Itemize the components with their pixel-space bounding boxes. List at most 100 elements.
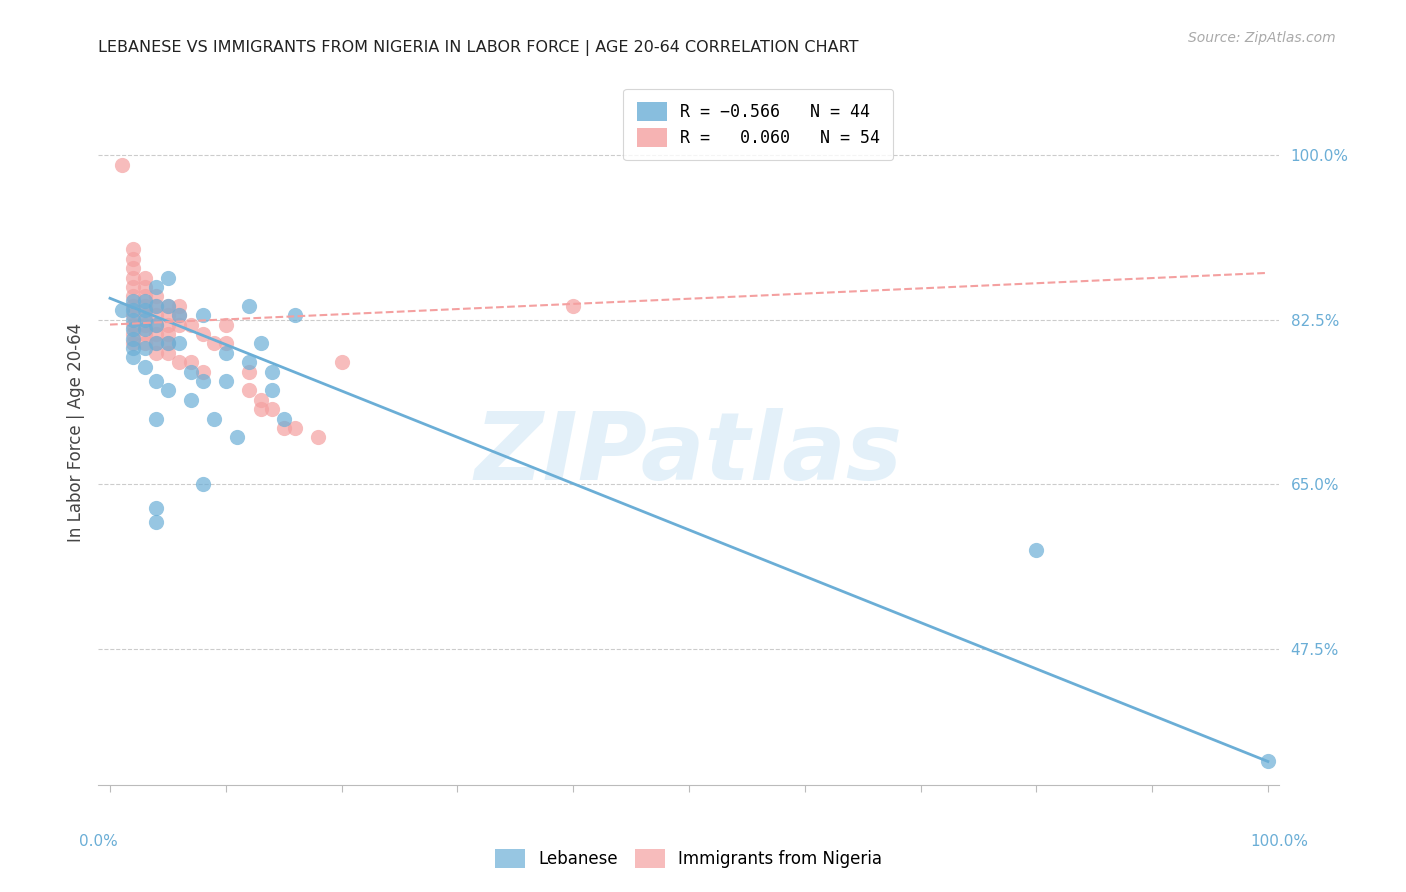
Point [202, 336, 225, 351]
Point [215, 374, 238, 388]
Point [156, 326, 179, 341]
Point [191, 374, 214, 388]
Point [215, 318, 238, 332]
Point [134, 336, 156, 351]
Point [145, 345, 167, 359]
Point [262, 384, 284, 398]
Point [562, 299, 585, 313]
Point [145, 280, 167, 294]
Point [122, 332, 145, 346]
Point [122, 252, 145, 266]
Text: Source: ZipAtlas.com: Source: ZipAtlas.com [1188, 31, 1336, 45]
Point [215, 336, 238, 351]
Point [238, 299, 260, 313]
Point [122, 289, 145, 303]
Point [122, 270, 145, 285]
Point [122, 308, 145, 322]
Point [169, 308, 191, 322]
Point [180, 392, 202, 407]
Text: ZIPatlas: ZIPatlas [475, 408, 903, 500]
Point [134, 322, 156, 336]
Point [122, 341, 145, 355]
Point [122, 294, 145, 309]
Point [249, 392, 271, 407]
Point [122, 351, 145, 365]
Point [169, 336, 191, 351]
Point [134, 326, 156, 341]
Point [134, 341, 156, 355]
Point [145, 326, 167, 341]
Point [191, 477, 214, 491]
Point [180, 355, 202, 369]
Point [226, 430, 249, 444]
Point [134, 318, 156, 332]
Point [249, 402, 271, 417]
Point [122, 243, 145, 257]
Point [145, 308, 167, 322]
Text: LEBANESE VS IMMIGRANTS FROM NIGERIA IN LABOR FORCE | AGE 20-64 CORRELATION CHART: LEBANESE VS IMMIGRANTS FROM NIGERIA IN L… [98, 40, 859, 56]
Point [156, 299, 179, 313]
Point [122, 261, 145, 276]
Point [284, 421, 307, 435]
Point [145, 299, 167, 313]
Point [180, 365, 202, 379]
Text: 100.0%: 100.0% [1250, 834, 1309, 849]
Point [134, 308, 156, 322]
Point [122, 326, 145, 341]
Point [134, 359, 156, 374]
Point [238, 384, 260, 398]
Point [262, 402, 284, 417]
Point [191, 326, 214, 341]
Point [145, 299, 167, 313]
Point [191, 308, 214, 322]
Y-axis label: In Labor Force | Age 20-64: In Labor Force | Age 20-64 [66, 323, 84, 542]
Point [156, 299, 179, 313]
Point [122, 299, 145, 313]
Legend: R = −0.566   N = 44, R =   0.060   N = 54: R = −0.566 N = 44, R = 0.060 N = 54 [623, 88, 893, 161]
Point [191, 365, 214, 379]
Point [1025, 543, 1047, 558]
Point [122, 313, 145, 327]
Point [134, 270, 156, 285]
Point [238, 365, 260, 379]
Point [156, 336, 179, 351]
Point [215, 345, 238, 359]
Point [134, 289, 156, 303]
Point [134, 299, 156, 313]
Point [156, 384, 179, 398]
Point [122, 322, 145, 336]
Point [169, 299, 191, 313]
Point [145, 500, 167, 515]
Point [134, 303, 156, 318]
Point [122, 303, 145, 318]
Point [1257, 755, 1279, 769]
Point [169, 355, 191, 369]
Point [110, 303, 132, 318]
Point [145, 318, 167, 332]
Point [145, 289, 167, 303]
Point [284, 308, 307, 322]
Point [145, 515, 167, 529]
Point [307, 430, 329, 444]
Text: 0.0%: 0.0% [79, 834, 118, 849]
Point [134, 294, 156, 309]
Point [145, 411, 167, 425]
Point [145, 374, 167, 388]
Point [134, 280, 156, 294]
Point [156, 270, 179, 285]
Point [249, 336, 271, 351]
Point [202, 411, 225, 425]
Point [169, 318, 191, 332]
Point [145, 336, 167, 351]
Point [238, 355, 260, 369]
Point [262, 365, 284, 379]
Point [145, 336, 167, 351]
Point [122, 318, 145, 332]
Point [156, 345, 179, 359]
Point [273, 411, 295, 425]
Point [134, 313, 156, 327]
Point [156, 318, 179, 332]
Point [169, 308, 191, 322]
Point [145, 318, 167, 332]
Point [273, 421, 295, 435]
